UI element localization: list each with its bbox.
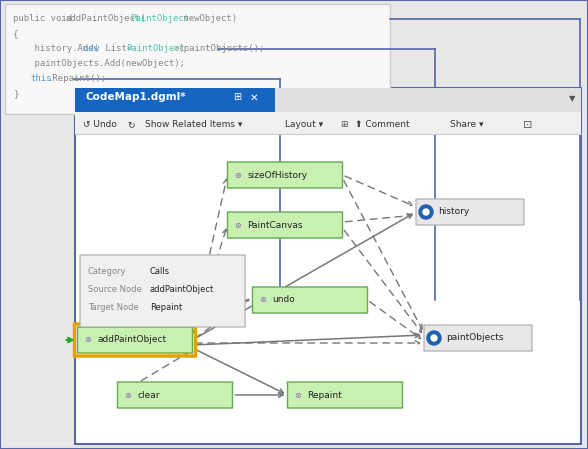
FancyBboxPatch shape bbox=[416, 199, 524, 225]
Text: {: { bbox=[13, 29, 18, 38]
Text: Source Node: Source Node bbox=[88, 285, 142, 294]
FancyBboxPatch shape bbox=[5, 4, 390, 114]
Text: this: this bbox=[31, 74, 52, 83]
Text: Layout ▾: Layout ▾ bbox=[285, 120, 323, 129]
Text: Category: Category bbox=[88, 267, 126, 276]
FancyBboxPatch shape bbox=[78, 327, 192, 353]
FancyBboxPatch shape bbox=[75, 112, 581, 134]
Circle shape bbox=[427, 331, 441, 345]
Text: paintObjects.Add(newObject);: paintObjects.Add(newObject); bbox=[13, 59, 185, 68]
FancyBboxPatch shape bbox=[424, 325, 532, 351]
Text: Target Node: Target Node bbox=[88, 303, 139, 312]
Text: ▼: ▼ bbox=[569, 94, 576, 103]
Circle shape bbox=[431, 335, 437, 341]
Text: addPaintObject: addPaintObject bbox=[98, 335, 166, 344]
Text: ✕: ✕ bbox=[250, 93, 259, 103]
FancyBboxPatch shape bbox=[75, 88, 275, 112]
Text: Repaint: Repaint bbox=[308, 391, 342, 400]
Text: ⊛: ⊛ bbox=[295, 391, 302, 400]
Text: List<: List< bbox=[100, 44, 132, 53]
Text: clear: clear bbox=[138, 391, 160, 400]
Circle shape bbox=[423, 209, 429, 215]
Text: ⊛: ⊛ bbox=[235, 220, 242, 229]
Text: public void: public void bbox=[13, 14, 78, 23]
Text: >(paintObjects();: >(paintObjects(); bbox=[174, 44, 265, 53]
FancyBboxPatch shape bbox=[288, 382, 403, 408]
Text: addPaintObject(: addPaintObject( bbox=[65, 14, 146, 23]
Text: ⬆ Comment: ⬆ Comment bbox=[355, 120, 410, 129]
FancyBboxPatch shape bbox=[228, 162, 342, 188]
FancyBboxPatch shape bbox=[75, 88, 581, 444]
Text: ⊛: ⊛ bbox=[235, 171, 242, 180]
Text: .Repaint();: .Repaint(); bbox=[48, 74, 107, 83]
Text: paintObjects: paintObjects bbox=[446, 334, 503, 343]
Text: }: } bbox=[13, 89, 18, 98]
Text: history.Add(: history.Add( bbox=[13, 44, 99, 53]
Text: Share ▾: Share ▾ bbox=[450, 120, 483, 129]
Text: newObject): newObject) bbox=[178, 14, 238, 23]
Text: Show Related Items ▾: Show Related Items ▾ bbox=[145, 120, 242, 129]
Text: undo: undo bbox=[272, 295, 295, 304]
Text: history: history bbox=[438, 207, 469, 216]
FancyBboxPatch shape bbox=[118, 382, 232, 408]
FancyBboxPatch shape bbox=[275, 88, 581, 112]
FancyBboxPatch shape bbox=[80, 255, 245, 327]
Text: PaintObject: PaintObject bbox=[126, 44, 185, 53]
Text: ⊛: ⊛ bbox=[125, 391, 132, 400]
Text: sizeOfHistory: sizeOfHistory bbox=[248, 171, 308, 180]
Text: ↻: ↻ bbox=[127, 120, 135, 129]
Text: ⊛: ⊛ bbox=[85, 335, 92, 344]
FancyBboxPatch shape bbox=[228, 212, 342, 238]
Text: ⊞: ⊞ bbox=[233, 92, 241, 102]
Text: addPaintObject: addPaintObject bbox=[150, 285, 214, 294]
Circle shape bbox=[419, 205, 433, 219]
Text: ↺ Undo: ↺ Undo bbox=[83, 120, 117, 129]
Text: ⊞: ⊞ bbox=[340, 120, 348, 129]
Text: Repaint: Repaint bbox=[150, 303, 182, 312]
Text: PaintCanvas: PaintCanvas bbox=[248, 220, 303, 229]
Text: ⊡: ⊡ bbox=[523, 120, 532, 130]
Text: CodeMap1.dgml*: CodeMap1.dgml* bbox=[85, 92, 186, 102]
FancyBboxPatch shape bbox=[252, 287, 368, 313]
Text: new: new bbox=[82, 44, 104, 53]
Text: ⊛: ⊛ bbox=[259, 295, 266, 304]
Text: PaintObject: PaintObject bbox=[131, 14, 189, 23]
Text: Calls: Calls bbox=[150, 267, 170, 276]
